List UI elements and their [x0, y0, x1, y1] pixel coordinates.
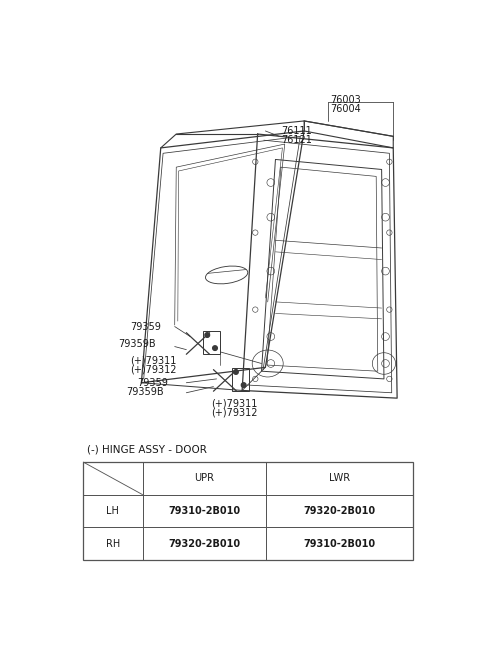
Circle shape [234, 369, 238, 374]
Text: 79320-2B010: 79320-2B010 [168, 538, 240, 548]
Bar [83, 462, 413, 560]
Text: UPR: UPR [194, 474, 214, 483]
Text: 79310-2B010: 79310-2B010 [303, 538, 375, 548]
Circle shape [213, 346, 217, 350]
Circle shape [205, 333, 210, 337]
Text: (-) HINGE ASSY - DOOR: (-) HINGE ASSY - DOOR [87, 444, 207, 455]
Text: LH: LH [107, 506, 120, 516]
Text: (+)79312: (+)79312 [130, 365, 176, 375]
Text: (+)79312: (+)79312 [211, 408, 258, 418]
Text: 76003: 76003 [330, 95, 360, 105]
Text: 79310-2B010: 79310-2B010 [168, 506, 240, 516]
Text: (+)79311: (+)79311 [130, 356, 176, 365]
Bar [204, 331, 220, 354]
Text: 76004: 76004 [330, 104, 360, 115]
Bar [232, 368, 249, 391]
Text: 79359B: 79359B [118, 339, 156, 349]
Text: LWR: LWR [329, 474, 350, 483]
Text: (+)79311: (+)79311 [211, 398, 257, 409]
Text: 79359: 79359 [130, 322, 161, 331]
Text: RH: RH [106, 538, 120, 548]
Text: 76111: 76111 [281, 126, 312, 136]
Text: 76121: 76121 [281, 135, 312, 145]
Circle shape [241, 383, 246, 387]
Text: 79359B: 79359B [126, 387, 164, 397]
Text: 79359: 79359 [137, 378, 168, 388]
Text: 79320-2B010: 79320-2B010 [303, 506, 375, 516]
